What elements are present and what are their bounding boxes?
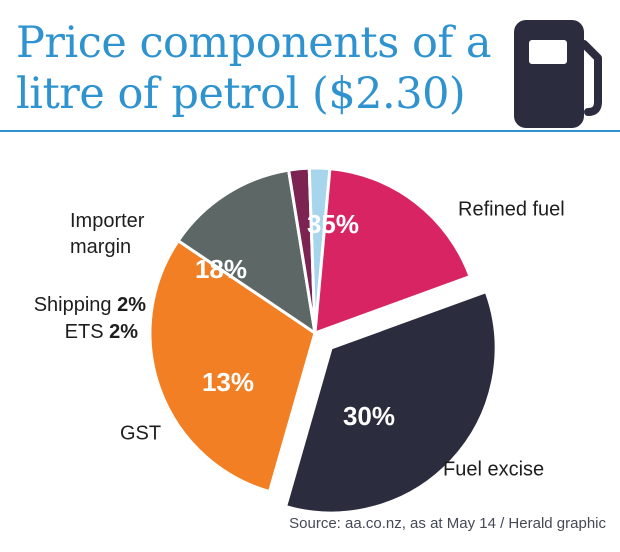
slice-label-ets: ETS 2% [65,321,139,343]
pump-window [529,40,567,64]
slice-label-fuel-excise: Fuel excise [443,458,544,480]
data-label-refined-fuel: 35% [307,209,359,239]
data-label-importer-margin: 18% [195,254,247,284]
source-note: Source: aa.co.nz, as at May 14 / Herald … [289,515,606,532]
pump-hose [580,40,602,116]
pie-slice-importer-margin [313,167,472,335]
pie-slice-fuel-excise [148,239,317,494]
title-divider [0,130,620,132]
slice-label-importer-margin: Importer margin [70,210,145,258]
slice-label-gst: GST [120,422,161,444]
data-label-gst: 13% [202,367,254,397]
data-label-fuel-excise: 30% [343,401,395,431]
slice-label-shipping: Shipping 2% [34,294,147,316]
pie-slice-refined-fuel [284,290,498,515]
slice-label-refined-fuel: Refined fuel [458,198,565,220]
chart-title: Price components of a litre of petrol ($… [16,18,492,119]
fuel-pump-icon [514,20,602,128]
pie-slice-gst [176,168,317,335]
